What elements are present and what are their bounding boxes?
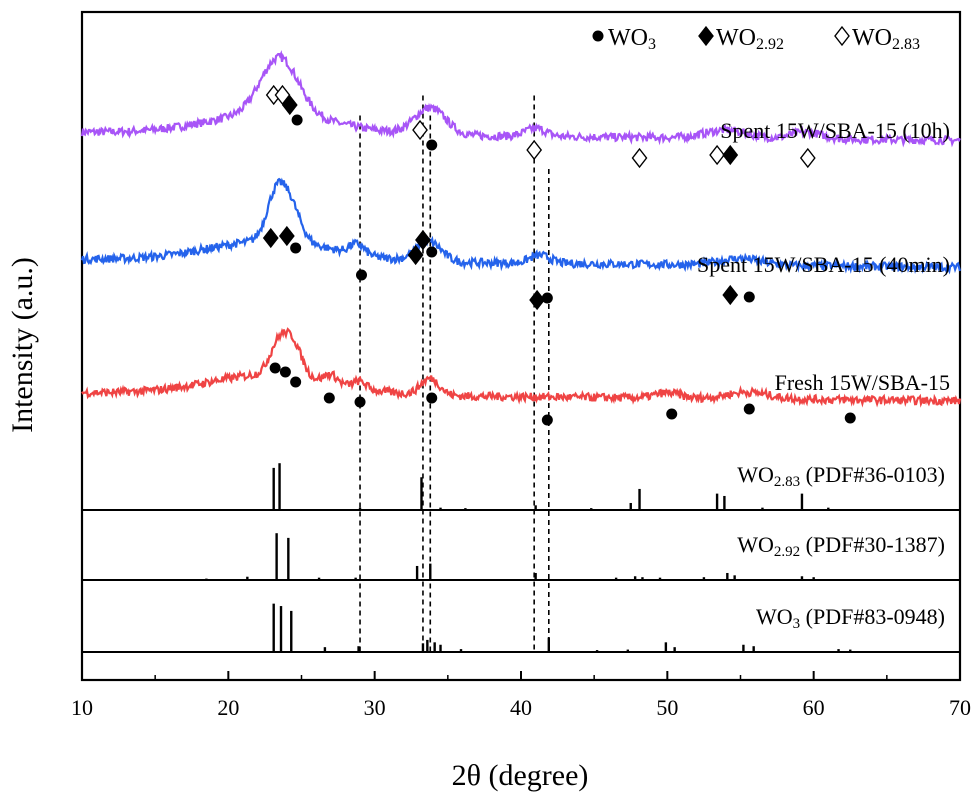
circle-filled-marker — [844, 412, 856, 424]
x-tick-label: 60 — [803, 695, 825, 720]
diamond-open-marker — [412, 119, 428, 141]
x-tick-label: 70 — [949, 695, 971, 720]
diamond-open-marker — [274, 84, 291, 106]
reference-label: WO2.83 (PDF#36-0103) — [737, 462, 945, 490]
circle-filled-marker — [541, 414, 553, 426]
circle-filled-marker — [323, 392, 335, 404]
spectrum-line — [80, 50, 961, 148]
diamond-open-marker — [709, 144, 725, 166]
diamond-open-marker — [799, 147, 816, 169]
circle-filled-marker — [426, 139, 438, 151]
reference-label: WO2.92 (PDF#30-1387) — [737, 532, 945, 560]
x-tick-label: 40 — [510, 695, 532, 720]
x-tick-label: 50 — [656, 695, 678, 720]
circle-filled-marker — [666, 408, 678, 420]
diamond-filled-marker — [278, 225, 295, 247]
spectrum-line — [80, 177, 962, 276]
spectrum-label: Spent 15W/SBA-15 (40min) — [697, 252, 950, 277]
diamond-open-marker — [526, 139, 543, 161]
legend-item: WO3 — [592, 25, 656, 53]
x-tick-label: 20 — [217, 695, 239, 720]
legend: WO3 WO2.92 WO2.83 — [592, 25, 920, 53]
legend-item: WO2.92 — [698, 25, 784, 53]
circle-filled-marker — [743, 291, 755, 303]
circle-filled-legend-marker — [592, 30, 604, 42]
spectra — [80, 50, 962, 408]
circle-filled-marker — [743, 403, 755, 415]
legend-label: WO3 — [608, 25, 656, 53]
x-axis: 10 20 30 40 50 60 70 — [71, 671, 971, 720]
spectrum-line — [81, 327, 962, 408]
circle-filled-marker — [290, 242, 302, 254]
diamond-filled-marker — [281, 94, 298, 116]
legend-label: WO2.83 — [852, 25, 920, 53]
legend-label: WO2.92 — [716, 25, 784, 53]
reference-lines — [359, 95, 550, 652]
circle-filled-marker — [269, 362, 281, 374]
legend-item: WO2.83 — [834, 25, 920, 53]
spectrum-label: Fresh 15W/SBA-15 — [775, 370, 950, 395]
reference-label: WO3 (PDF#83-0948) — [756, 604, 945, 632]
circle-filled-marker — [426, 392, 438, 404]
circle-filled-marker — [354, 396, 366, 408]
phase-markers — [262, 84, 856, 426]
diamond-open-marker — [631, 147, 648, 169]
circle-filled-marker — [541, 292, 553, 304]
reference-pattern: WO3 (PDF#83-0948) — [82, 603, 960, 653]
diamond-filled-legend-marker — [698, 25, 714, 47]
reference-pattern: WO2.83 (PDF#36-0103) — [82, 462, 960, 511]
y-axis-title: Intensity (a.u.) — [6, 257, 39, 433]
diamond-filled-marker — [407, 244, 424, 266]
circle-filled-marker — [355, 269, 367, 281]
diamond-filled-marker — [722, 284, 739, 306]
x-axis-title: 2θ (degree) — [452, 759, 589, 792]
circle-filled-marker — [279, 366, 291, 378]
reference-patterns: WO2.83 (PDF#36-0103) WO2.92 (PDF#30-1387)… — [82, 462, 960, 653]
x-tick-label: 10 — [71, 695, 93, 720]
reference-pattern: WO2.92 (PDF#30-1387) — [82, 532, 960, 581]
x-tick-label: 30 — [364, 695, 386, 720]
spectrum-label: Spent 15W/SBA-15 (10h) — [720, 118, 950, 143]
diamond-filled-marker — [529, 289, 545, 311]
diamond-open-legend-marker — [834, 25, 850, 47]
diamond-filled-marker — [262, 227, 279, 249]
diamond-filled-marker — [415, 229, 431, 251]
curve-labels: Spent 15W/SBA-15 (10h) Spent 15W/SBA-15 (… — [697, 118, 950, 395]
circle-filled-marker — [426, 246, 438, 258]
diamond-filled-marker — [722, 144, 739, 166]
circle-filled-marker — [290, 376, 302, 388]
circle-filled-marker — [291, 114, 303, 126]
